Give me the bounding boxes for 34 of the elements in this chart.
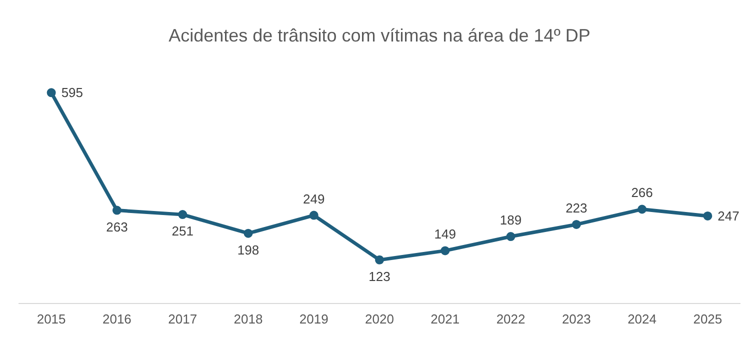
x-tick-label: 2025 [693,312,722,326]
x-tick-label: 2024 [628,312,657,326]
point [506,232,516,242]
x-tick-label: 2020 [365,312,394,326]
x-tick-label: 2023 [562,312,591,326]
point [244,228,253,238]
point [572,220,581,229]
x-tick-label: 2022 [496,312,526,326]
data-label: 149 [434,226,456,242]
data-label: 266 [631,185,653,200]
data-label: 223 [566,200,588,216]
x-tick-label: 2019 [299,312,328,326]
point [178,210,188,220]
point [112,206,122,215]
point [46,88,56,98]
data-label: 595 [61,85,84,100]
chart-title: Acidentes de trânsito com vítimas na área de 14º DP [168,26,590,46]
point [375,255,384,264]
data-label: 123 [368,268,390,284]
x-tick-label: 2021 [430,312,460,326]
x-tick-label: 2017 [168,312,198,326]
point [309,210,318,220]
point [440,246,450,256]
data-label: 263 [106,219,128,234]
data-label: 198 [237,242,260,258]
data-label: 251 [172,224,194,239]
data-label: 247 [718,208,740,224]
point [638,204,647,214]
x-tick-label: 2016 [102,312,132,326]
data-label: 249 [303,191,325,206]
x-tick-label: 2015 [36,312,66,326]
data-label: 189 [500,212,522,228]
x-tick-label: 2018 [234,312,263,326]
point [703,211,712,220]
